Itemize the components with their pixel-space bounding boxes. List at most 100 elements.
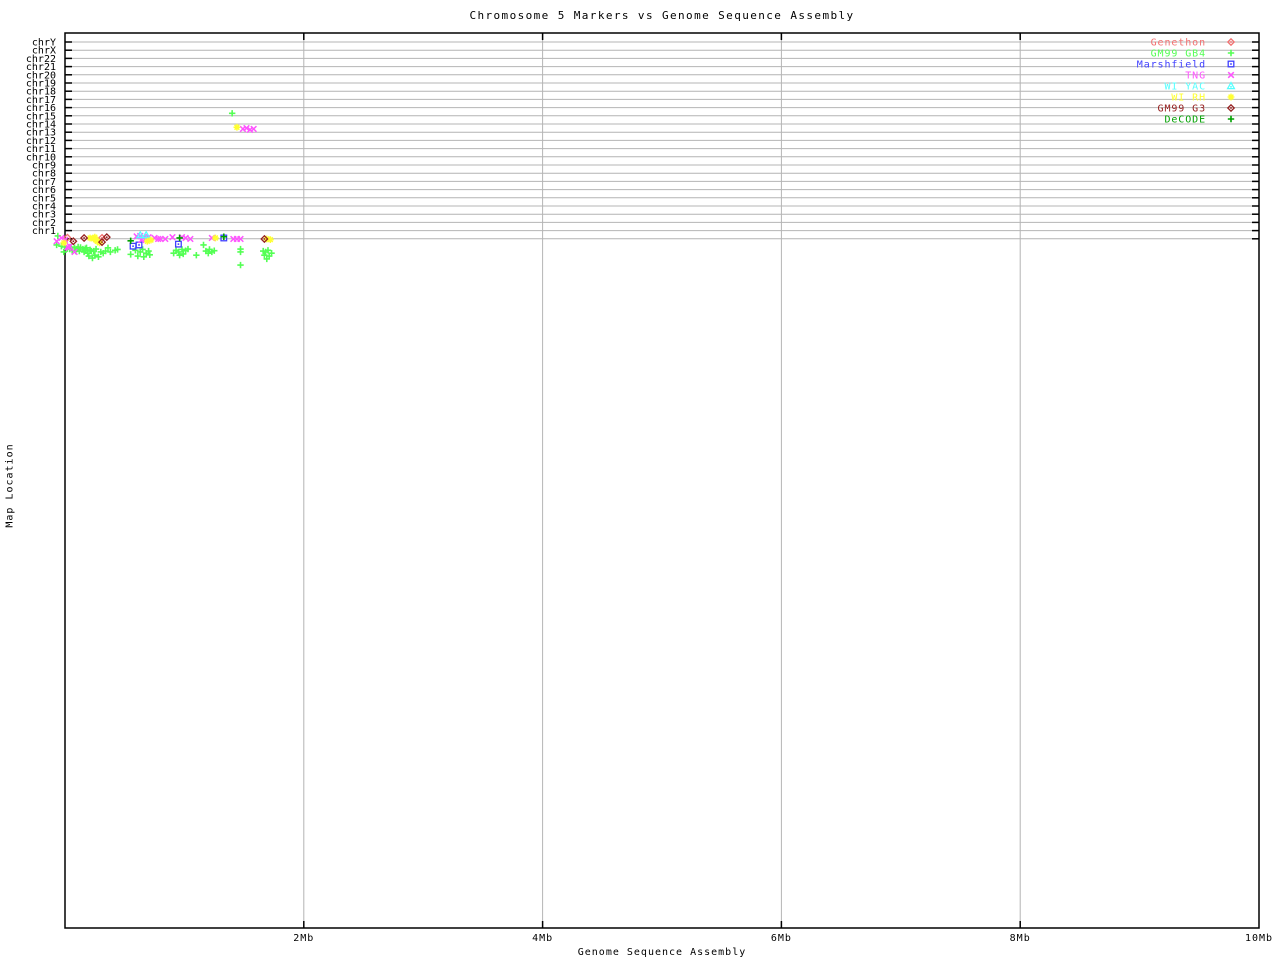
data-point-wi-rh — [212, 234, 219, 242]
data-point-wi-rh — [147, 236, 155, 244]
data-point-gm99-gb4 — [114, 246, 121, 253]
data-point-gm99-gb4 — [261, 252, 268, 259]
y-tick-label: chr12 — [26, 136, 56, 147]
y-tick-label: chr13 — [26, 128, 56, 139]
data-point-gm99-g3 — [79, 233, 89, 243]
data-point-wi-rh — [86, 234, 94, 242]
data-point-gm99-gb4 — [107, 248, 114, 256]
data-point-tng — [161, 235, 169, 243]
data-point-gm99-g3 — [102, 233, 111, 242]
data-point-gm99-gb4 — [180, 250, 187, 258]
data-point-gm99-gb4 — [86, 246, 94, 254]
data-point-gm99-gb4 — [146, 251, 153, 258]
data-point-wi-rh — [266, 236, 274, 244]
x-tick-label: 6Mb — [771, 933, 792, 944]
legend-label-decode: DeCODE — [1164, 115, 1206, 126]
data-point-gm99-gb4 — [178, 246, 186, 253]
y-tick-label: chr10 — [26, 152, 56, 163]
data-point-tng — [182, 234, 189, 242]
legend-label-genethon: Genethon — [1151, 38, 1206, 49]
data-point-gm99-gb4 — [53, 241, 60, 249]
data-point-gm99-gb4 — [175, 248, 182, 256]
data-point-wi-yac — [145, 235, 147, 237]
data-point-gm99-gb4 — [76, 247, 83, 255]
legend-symbol-wi-yac — [1226, 81, 1236, 90]
data-point-gm99-gb4 — [211, 247, 218, 254]
legend-label-wi-yac: WI YAC — [1164, 82, 1206, 93]
legend-symbol-wi-rh — [1227, 93, 1235, 101]
data-point-genethon — [63, 233, 72, 242]
x-tick-label: 2Mb — [293, 933, 314, 944]
data-point-tng — [243, 124, 250, 132]
legend-symbol-marshfield — [1227, 60, 1235, 68]
y-tick-label: chr15 — [26, 111, 56, 122]
data-point-gm99-gb4 — [237, 261, 244, 269]
data-point-gm99-gb4 — [268, 249, 275, 257]
data-point-gm99-gb4 — [228, 110, 236, 117]
data-point-wi-rh — [143, 237, 151, 245]
x-tick-label: 8Mb — [1010, 933, 1031, 944]
data-point-gm99-gb4 — [176, 252, 183, 259]
data-point-wi-rh — [91, 233, 99, 241]
y-tick-label: chr11 — [26, 144, 56, 155]
data-point-gm99-g3 — [263, 238, 266, 240]
data-point-gm99-gb4 — [91, 252, 99, 259]
y-tick-label: chr22 — [26, 54, 56, 65]
data-point-gm99-gb4 — [60, 248, 68, 256]
legend-label-tng: TNG — [1185, 71, 1206, 82]
legend-label-gm99-g3: GM99 G3 — [1158, 104, 1206, 115]
data-point-gm99-gb4 — [80, 248, 88, 256]
data-point-wi-yac — [141, 230, 151, 239]
y-tick-label: chrX — [32, 46, 56, 57]
data-point-gm99-gb4 — [104, 244, 112, 252]
y-tick-label: chr7 — [32, 177, 56, 188]
data-point-wi-rh — [60, 239, 68, 247]
data-point-tng — [169, 233, 176, 241]
legend-symbol-gm99-gb4 — [1227, 49, 1235, 57]
data-point-genethon — [101, 237, 103, 239]
data-point-gm99-gb4 — [200, 241, 207, 249]
data-point-gm99-gb4 — [134, 252, 142, 260]
y-tick-label: chr9 — [32, 161, 56, 172]
data-point-gm99-g3 — [260, 234, 269, 244]
y-tick-label: chrY — [32, 38, 56, 49]
data-point-tng — [250, 125, 257, 133]
y-tick-label: chr2 — [32, 218, 56, 229]
data-point-wi-rh — [233, 123, 241, 131]
y-tick-label: chr20 — [26, 70, 56, 81]
legend-symbol-wi-yac — [1230, 86, 1232, 88]
data-point-gm99-gb4 — [127, 251, 134, 258]
data-point-gm99-g3 — [105, 236, 108, 238]
data-point-tng — [66, 242, 74, 250]
y-tick-label: chr8 — [32, 169, 56, 180]
data-point-gm99-gb4 — [264, 247, 272, 254]
legend-label-wi-rh: WI RH — [1171, 93, 1206, 104]
data-point-gm99-gb4 — [184, 245, 192, 253]
chart-title: Chromosome 5 Markers vs Genome Sequence … — [469, 9, 855, 22]
data-point-tng — [187, 235, 194, 243]
data-point-gm99-gb4 — [92, 245, 100, 253]
data-point-marshfield — [177, 243, 180, 245]
data-point-gm99-gb4 — [82, 245, 89, 252]
y-tick-label: chr18 — [26, 87, 56, 98]
data-point-tng — [237, 235, 244, 243]
data-point-gm99-gb4 — [102, 247, 109, 255]
legend-symbol-decode — [1227, 115, 1235, 123]
data-point-gm99-gb4 — [140, 253, 148, 261]
y-tick-label: chr6 — [32, 185, 56, 196]
y-tick-label: chr14 — [26, 120, 56, 131]
data-point-decode — [220, 233, 228, 240]
legend-symbol-tng — [1227, 71, 1235, 79]
data-point-decode — [176, 234, 183, 242]
legend-label-marshfield: Marshfield — [1137, 60, 1206, 71]
x-tick-label: 4Mb — [532, 933, 553, 944]
y-tick-label: chr5 — [32, 193, 56, 204]
data-point-gm99-gb4 — [83, 244, 90, 252]
legend-symbol-marshfield — [1230, 63, 1232, 65]
y-tick-label: chr21 — [26, 62, 56, 73]
data-point-tng — [53, 237, 60, 245]
data-point-marshfield — [138, 244, 140, 246]
data-point-tng — [154, 235, 162, 243]
